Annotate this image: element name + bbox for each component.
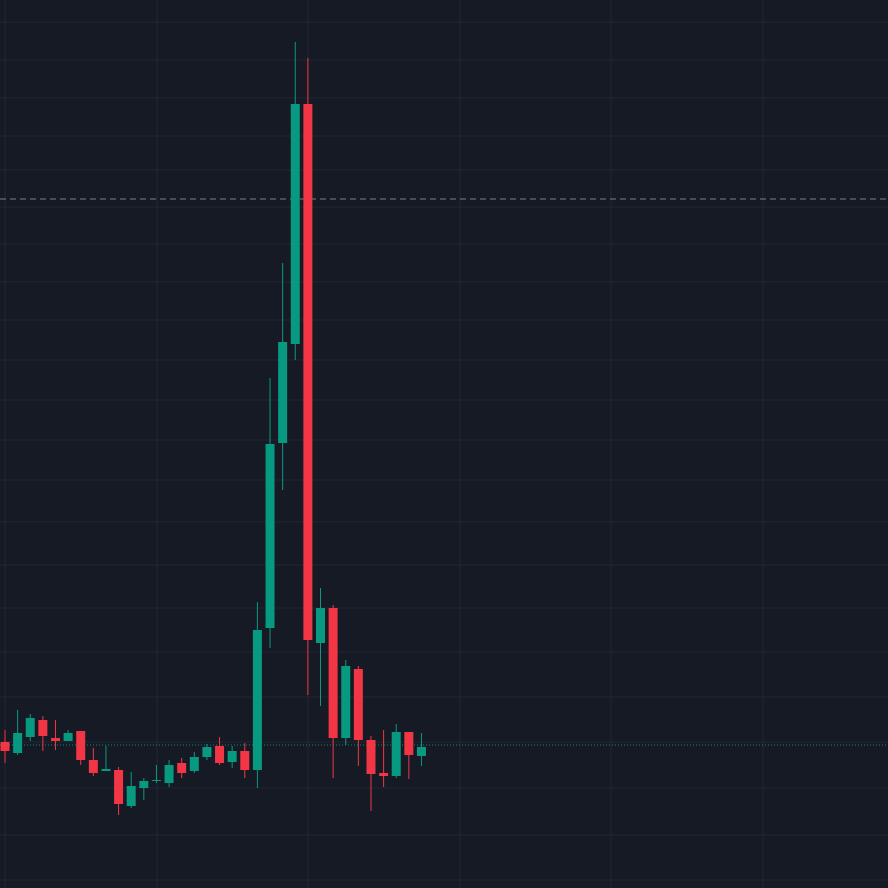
candle-body (50, 738, 60, 741)
candle-body (391, 732, 401, 776)
candle-body (416, 747, 426, 756)
candle-body (25, 718, 35, 737)
candle-body (353, 669, 363, 740)
candle-body (341, 666, 351, 738)
candle-body (177, 763, 187, 773)
candle-body (101, 769, 111, 771)
candle-body (114, 770, 124, 804)
candle-body (252, 630, 262, 770)
candle-body (278, 342, 288, 443)
candle-body (76, 731, 86, 760)
candle-body (88, 760, 98, 773)
candle-body (379, 773, 389, 776)
candle-body (265, 444, 275, 628)
candle-body (139, 781, 149, 788)
candle-body (227, 751, 237, 762)
candle-body (215, 746, 225, 763)
candle-body (151, 780, 161, 781)
candle-body (366, 740, 376, 774)
candle-body (240, 751, 250, 770)
candle-body (404, 732, 414, 755)
candle-body (38, 720, 48, 736)
candle-body (13, 733, 23, 753)
candle-body (189, 757, 199, 771)
candle-body (303, 104, 313, 640)
candle-body (0, 742, 10, 751)
candle-body (164, 765, 174, 783)
candle-body (316, 608, 325, 643)
candle-body (328, 608, 338, 738)
candle-body (290, 104, 300, 344)
candle-body (202, 747, 212, 757)
candle-body (63, 733, 73, 741)
candle-body (126, 786, 136, 806)
